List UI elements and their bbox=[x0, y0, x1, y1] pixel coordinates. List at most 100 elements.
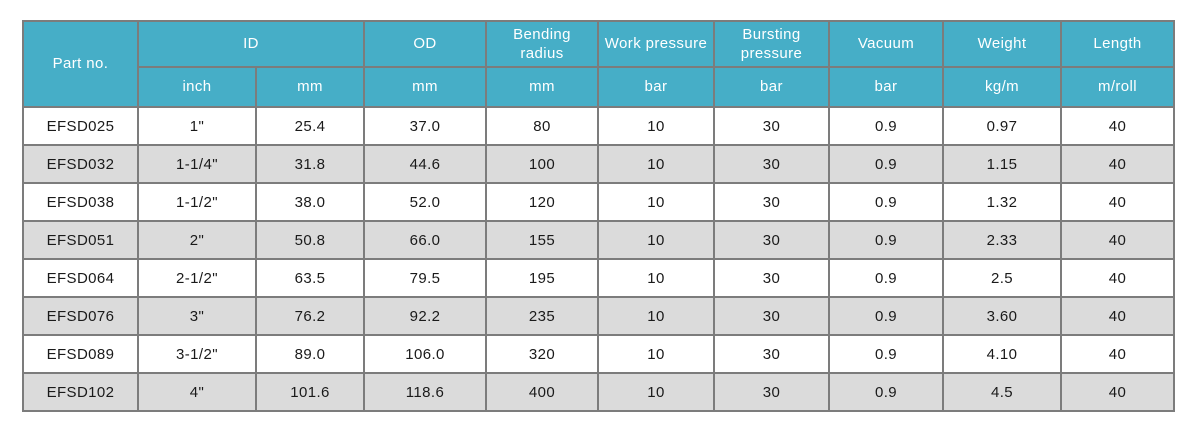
cell-bending-radius: 120 bbox=[485, 182, 599, 222]
cell-id-mm: 25.4 bbox=[255, 106, 365, 146]
cell-work-pressure: 10 bbox=[597, 106, 715, 146]
cell-part-no: EFSD025 bbox=[22, 106, 139, 146]
cell-work-pressure: 10 bbox=[597, 258, 715, 298]
cell-vacuum: 0.9 bbox=[828, 106, 944, 146]
spec-table-container: Part no. ID OD Bending radius Work press… bbox=[22, 20, 1175, 412]
table-row: EFSD025 1" 25.4 37.0 80 10 30 0.9 0.97 4… bbox=[22, 106, 1175, 146]
col-header-id: ID bbox=[137, 20, 365, 68]
cell-length: 40 bbox=[1060, 106, 1175, 146]
cell-part-no: EFSD064 bbox=[22, 258, 139, 298]
cell-part-no: EFSD089 bbox=[22, 334, 139, 374]
hose-spec-table: Part no. ID OD Bending radius Work press… bbox=[22, 20, 1175, 412]
cell-id-inch: 1" bbox=[137, 106, 257, 146]
cell-vacuum: 0.9 bbox=[828, 372, 944, 412]
cell-length: 40 bbox=[1060, 182, 1175, 222]
cell-vacuum: 0.9 bbox=[828, 334, 944, 374]
cell-work-pressure: 10 bbox=[597, 182, 715, 222]
cell-weight: 0.97 bbox=[942, 106, 1062, 146]
cell-vacuum: 0.9 bbox=[828, 296, 944, 336]
cell-od-mm: 118.6 bbox=[363, 372, 487, 412]
cell-vacuum: 0.9 bbox=[828, 220, 944, 260]
col-header-part-no: Part no. bbox=[22, 20, 139, 108]
table-row: EFSD102 4" 101.6 118.6 400 10 30 0.9 4.5… bbox=[22, 372, 1175, 412]
cell-id-mm: 38.0 bbox=[255, 182, 365, 222]
col-header-od: OD bbox=[363, 20, 487, 68]
cell-bending-radius: 155 bbox=[485, 220, 599, 260]
cell-part-no: EFSD032 bbox=[22, 144, 139, 184]
unit-bending-mm: mm bbox=[485, 66, 599, 108]
cell-bending-radius: 235 bbox=[485, 296, 599, 336]
cell-id-inch: 3" bbox=[137, 296, 257, 336]
table-row: EFSD032 1-1/4" 31.8 44.6 100 10 30 0.9 1… bbox=[22, 144, 1175, 184]
cell-length: 40 bbox=[1060, 296, 1175, 336]
cell-bending-radius: 320 bbox=[485, 334, 599, 374]
unit-vacuum-bar: bar bbox=[828, 66, 944, 108]
cell-part-no: EFSD076 bbox=[22, 296, 139, 336]
table-row: EFSD064 2-1/2" 63.5 79.5 195 10 30 0.9 2… bbox=[22, 258, 1175, 298]
cell-id-mm: 89.0 bbox=[255, 334, 365, 374]
cell-bursting-pressure: 30 bbox=[713, 334, 830, 374]
header-row-labels: Part no. ID OD Bending radius Work press… bbox=[22, 20, 1175, 108]
cell-id-mm: 76.2 bbox=[255, 296, 365, 336]
table-row: EFSD089 3-1/2" 89.0 106.0 320 10 30 0.9 … bbox=[22, 334, 1175, 374]
cell-weight: 2.33 bbox=[942, 220, 1062, 260]
cell-od-mm: 66.0 bbox=[363, 220, 487, 260]
unit-id-inch: inch bbox=[137, 66, 257, 108]
header-row-units: inch mm mm mm bar bar bar kg/m m/roll bbox=[23, 66, 1175, 108]
cell-od-mm: 44.6 bbox=[363, 144, 487, 184]
cell-id-mm: 63.5 bbox=[255, 258, 365, 298]
cell-id-inch: 2" bbox=[137, 220, 257, 260]
cell-length: 40 bbox=[1060, 220, 1175, 260]
cell-id-mm: 31.8 bbox=[255, 144, 365, 184]
cell-bursting-pressure: 30 bbox=[713, 296, 830, 336]
col-header-work-pressure: Work pressure bbox=[597, 20, 715, 68]
cell-id-mm: 50.8 bbox=[255, 220, 365, 260]
cell-id-inch: 1-1/2" bbox=[137, 182, 257, 222]
cell-part-no: EFSD051 bbox=[22, 220, 139, 260]
col-header-bending-radius: Bending radius bbox=[485, 20, 599, 68]
cell-weight: 2.5 bbox=[942, 258, 1062, 298]
cell-bending-radius: 400 bbox=[485, 372, 599, 412]
cell-weight: 1.32 bbox=[942, 182, 1062, 222]
cell-od-mm: 37.0 bbox=[363, 106, 487, 146]
table-row: EFSD076 3" 76.2 92.2 235 10 30 0.9 3.60 … bbox=[22, 296, 1175, 336]
cell-id-mm: 101.6 bbox=[255, 372, 365, 412]
cell-bending-radius: 80 bbox=[485, 106, 599, 146]
cell-od-mm: 92.2 bbox=[363, 296, 487, 336]
cell-vacuum: 0.9 bbox=[828, 144, 944, 184]
table-row: EFSD038 1-1/2" 38.0 52.0 120 10 30 0.9 1… bbox=[22, 182, 1175, 222]
cell-bursting-pressure: 30 bbox=[713, 372, 830, 412]
cell-id-inch: 2-1/2" bbox=[137, 258, 257, 298]
cell-od-mm: 79.5 bbox=[363, 258, 487, 298]
cell-weight: 1.15 bbox=[942, 144, 1062, 184]
cell-work-pressure: 10 bbox=[597, 296, 715, 336]
unit-work-bar: bar bbox=[597, 66, 715, 108]
cell-id-inch: 3-1/2" bbox=[137, 334, 257, 374]
cell-length: 40 bbox=[1060, 334, 1175, 374]
cell-id-inch: 4" bbox=[137, 372, 257, 412]
unit-id-mm: mm bbox=[255, 66, 365, 108]
cell-bursting-pressure: 30 bbox=[713, 258, 830, 298]
cell-length: 40 bbox=[1060, 258, 1175, 298]
cell-length: 40 bbox=[1060, 372, 1175, 412]
cell-bursting-pressure: 30 bbox=[713, 182, 830, 222]
cell-work-pressure: 10 bbox=[597, 220, 715, 260]
cell-part-no: EFSD102 bbox=[22, 372, 139, 412]
cell-work-pressure: 10 bbox=[597, 334, 715, 374]
cell-bursting-pressure: 30 bbox=[713, 144, 830, 184]
cell-od-mm: 106.0 bbox=[363, 334, 487, 374]
cell-vacuum: 0.9 bbox=[828, 182, 944, 222]
cell-weight: 4.5 bbox=[942, 372, 1062, 412]
cell-work-pressure: 10 bbox=[597, 372, 715, 412]
col-header-length: Length bbox=[1060, 20, 1175, 68]
unit-bursting-bar: bar bbox=[713, 66, 830, 108]
col-header-vacuum: Vacuum bbox=[828, 20, 944, 68]
cell-id-inch: 1-1/4" bbox=[137, 144, 257, 184]
table-row: EFSD051 2" 50.8 66.0 155 10 30 0.9 2.33 … bbox=[22, 220, 1175, 260]
col-header-bursting-pressure: Bursting pressure bbox=[713, 20, 830, 68]
cell-bending-radius: 100 bbox=[485, 144, 599, 184]
cell-bursting-pressure: 30 bbox=[713, 220, 830, 260]
cell-bursting-pressure: 30 bbox=[713, 106, 830, 146]
unit-weight-kgm: kg/m bbox=[942, 66, 1062, 108]
unit-od-mm: mm bbox=[363, 66, 487, 108]
